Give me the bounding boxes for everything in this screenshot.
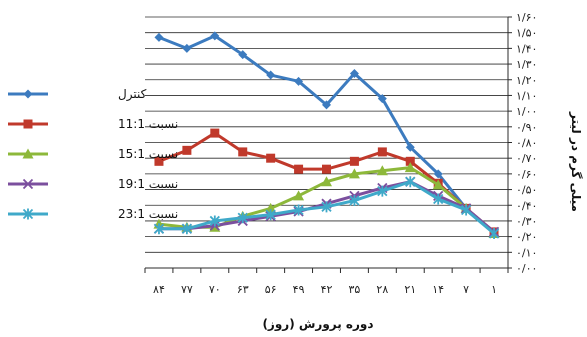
x-tick-label: ۶۳ xyxy=(237,283,249,296)
y-tick-label: ۰/۷۰ xyxy=(516,152,537,165)
data-point xyxy=(210,128,220,138)
data-point xyxy=(460,204,472,216)
data-point xyxy=(182,145,192,155)
legend-marker xyxy=(22,178,34,190)
data-point xyxy=(349,156,359,166)
tick-labels: ۰/۰۰ ۰/۱۰ ۰/۲۰ ۰/۳۰ ۰/۴۰ ۰/۵۰ ۰/۶۰ ۰/۷۰ ۰/۸۰ ۰/۹۰… xyxy=(153,11,537,296)
x-axis-label: دوره پرورش (روز) xyxy=(262,317,373,332)
data-point xyxy=(265,209,276,221)
y-tick-label: ۰/۵۰ xyxy=(516,184,537,197)
legend-label: نسبت 15:1 xyxy=(118,147,178,161)
y-tick-label: ۰/۹۰ xyxy=(516,121,537,134)
data-point xyxy=(154,32,164,42)
y-tick-label: ۰/۰۰ xyxy=(516,262,537,275)
data-point xyxy=(154,156,164,166)
data-point xyxy=(349,195,360,207)
legend-label: نسبت 11:1 xyxy=(118,117,178,131)
data-point xyxy=(210,31,220,41)
data-point xyxy=(349,68,359,78)
data-point xyxy=(238,147,248,157)
data-point xyxy=(181,223,193,235)
data-point xyxy=(294,76,304,86)
data-point xyxy=(433,193,444,205)
legend-item: نسبت 11:1 xyxy=(8,117,178,131)
data-point xyxy=(322,100,331,110)
y-tick-label: ۱/۱۰ xyxy=(516,89,537,102)
series-3 xyxy=(153,162,500,238)
x-tick-label: ۷۰ xyxy=(209,283,221,296)
legend-item: کنترل xyxy=(8,87,147,102)
data-point xyxy=(182,43,192,53)
x-tick-label: ۷۷ xyxy=(181,283,193,296)
y-tick-label: ۰/۱۰ xyxy=(516,246,537,259)
x-tick-label: ۴۲ xyxy=(321,283,333,296)
data-point xyxy=(322,164,331,174)
legend-label: نسبت 19:1 xyxy=(118,177,178,191)
x-tick-label: ۱ xyxy=(491,283,497,296)
data-point xyxy=(237,212,248,224)
data-point xyxy=(294,164,304,174)
y-tick-label: ۱/۶۰ xyxy=(516,11,537,24)
data-point xyxy=(321,201,332,213)
data-point xyxy=(238,50,248,60)
data-point xyxy=(266,70,276,80)
legend-item: نسبت 15:1 xyxy=(8,147,178,161)
grid xyxy=(145,16,508,253)
y-tick-label: ۰/۲۰ xyxy=(516,231,537,244)
data-point xyxy=(405,156,415,166)
data-point xyxy=(405,142,415,152)
data-point xyxy=(348,168,360,179)
data-point xyxy=(405,176,416,188)
x-tick-label: ۲۱ xyxy=(404,283,416,296)
data-point xyxy=(293,204,304,216)
legend-label: نسبت 23:1 xyxy=(118,207,178,221)
y-tick-label: ۱/۳۰ xyxy=(516,58,537,71)
legend-marker xyxy=(22,148,34,159)
series-5 xyxy=(153,176,500,239)
data-point xyxy=(293,190,305,201)
data-point xyxy=(209,215,220,227)
legend-marker xyxy=(23,119,33,129)
data-point xyxy=(488,227,500,239)
legend: کنترل نسبت 11:1 نسبت 15:1 نسبت 19:1 نسبت 23:… xyxy=(8,87,178,221)
y-tick-label: ۰/۶۰ xyxy=(516,168,537,181)
x-tick-label: ۳۵ xyxy=(349,283,361,296)
data-point xyxy=(153,223,165,235)
legend-item: نسبت 19:1 xyxy=(8,177,178,191)
data-point xyxy=(376,165,388,176)
y-tick-label: ۰/۴۰ xyxy=(516,199,537,212)
y-tick-label: ۱/۰۰ xyxy=(516,105,537,118)
x-tick-label: ۵۶ xyxy=(265,283,277,296)
x-tick-label: ۸۴ xyxy=(153,283,165,296)
data-point xyxy=(377,147,387,157)
axes xyxy=(144,16,512,273)
data-point xyxy=(433,169,443,179)
data-point xyxy=(377,94,387,104)
legend-marker xyxy=(23,89,33,99)
legend-item: نسبت 23:1 xyxy=(8,207,178,221)
legend-marker xyxy=(22,208,34,220)
y-tick-label: ۱/۴۰ xyxy=(516,42,537,55)
x-tick-label: ۷ xyxy=(463,283,469,296)
legend-label: کنترل xyxy=(118,87,147,102)
data-point xyxy=(265,202,277,213)
y-axis-label: میلی گرم در لیتر xyxy=(568,111,583,212)
y-tick-label: ۱/۲۰ xyxy=(516,74,537,87)
data-point xyxy=(432,179,444,190)
y-tick-label: ۱/۵۰ xyxy=(516,27,537,40)
data-point xyxy=(266,153,276,163)
x-tick-label: ۱۴ xyxy=(432,283,444,296)
series-group xyxy=(153,31,500,239)
y-tick-label: ۰/۸۰ xyxy=(516,137,537,150)
data-point xyxy=(377,185,388,197)
y-tick-label: ۰/۳۰ xyxy=(516,215,537,228)
x-tick-label: ۴۹ xyxy=(293,283,305,296)
data-point xyxy=(321,176,332,187)
x-tick-label: ۲۸ xyxy=(376,283,388,296)
data-point xyxy=(404,162,416,173)
